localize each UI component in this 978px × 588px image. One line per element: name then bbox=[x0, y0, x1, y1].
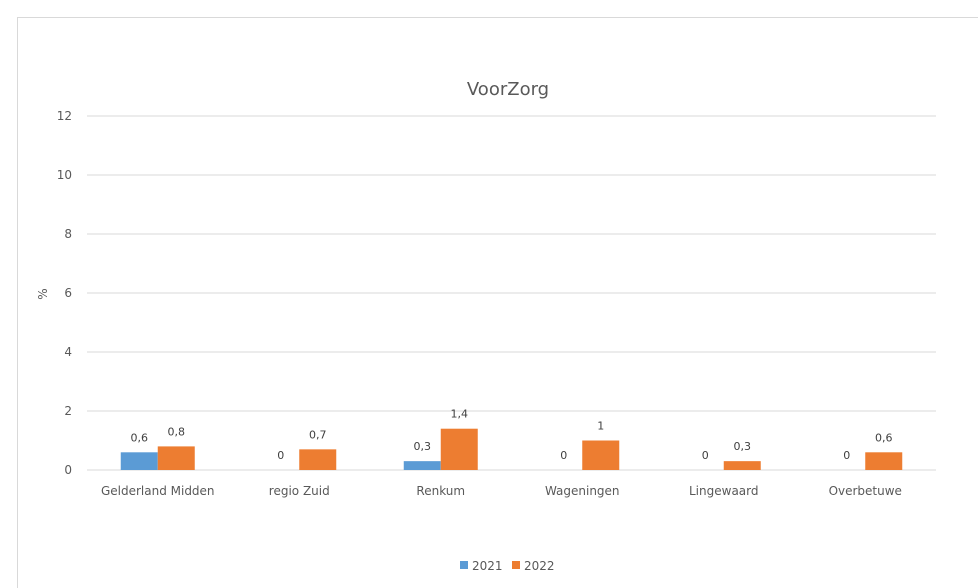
x-category-label: Gelderland Midden bbox=[101, 484, 215, 498]
data-label: 0,6 bbox=[875, 431, 893, 444]
x-category-label: Wageningen bbox=[545, 484, 620, 498]
y-axis-ticks: 0 2 4 6 8 10 12 bbox=[57, 109, 72, 477]
data-label: 1,4 bbox=[451, 408, 469, 421]
data-label: 0,6 bbox=[131, 431, 149, 444]
bar-2022 bbox=[723, 461, 761, 470]
legend-swatch bbox=[512, 561, 520, 569]
data-label: 0,7 bbox=[309, 428, 327, 441]
data-label: 0 bbox=[560, 449, 567, 462]
data-label: 0 bbox=[277, 449, 284, 462]
legend: 2021 2022 bbox=[460, 559, 555, 573]
data-label: 0,3 bbox=[734, 440, 752, 453]
data-label: 0 bbox=[702, 449, 709, 462]
data-labels: 0,6 0,8 0 0,7 0,3 1,4 0 1 0 0,3 0 0,6 bbox=[131, 408, 893, 462]
bar-2022 bbox=[157, 446, 195, 470]
y-tick-label: 4 bbox=[64, 345, 72, 359]
data-label: 0 bbox=[843, 449, 850, 462]
x-category-label: Lingewaard bbox=[689, 484, 759, 498]
data-label: 1 bbox=[597, 420, 604, 433]
legend-label: 2022 bbox=[524, 559, 555, 573]
bar-2021 bbox=[120, 452, 158, 470]
y-tick-label: 6 bbox=[64, 286, 72, 300]
x-category-label: regio Zuid bbox=[269, 484, 330, 498]
x-category-label: Overbetuwe bbox=[829, 484, 902, 498]
y-tick-label: 10 bbox=[57, 168, 72, 182]
data-label: 0,8 bbox=[168, 425, 186, 438]
y-tick-label: 8 bbox=[64, 227, 72, 241]
bars bbox=[120, 428, 903, 470]
bar-2022 bbox=[440, 428, 478, 470]
x-category-label: Renkum bbox=[416, 484, 465, 498]
gridlines bbox=[87, 115, 936, 471]
y-tick-label: 12 bbox=[57, 109, 72, 123]
bar-2021 bbox=[403, 461, 441, 470]
x-axis-categories: Gelderland Midden regio Zuid Renkum Wagenin… bbox=[101, 484, 902, 498]
bar-2022 bbox=[299, 449, 337, 470]
legend-label: 2021 bbox=[472, 559, 503, 573]
bar-2022 bbox=[582, 440, 620, 470]
chart-title: VoorZorg bbox=[467, 79, 549, 100]
y-axis-label: % bbox=[36, 288, 50, 299]
legend-swatch bbox=[460, 561, 468, 569]
y-tick-label: 0 bbox=[64, 463, 72, 477]
y-tick-label: 2 bbox=[64, 404, 72, 418]
chart-area bbox=[17, 17, 978, 588]
data-label: 0,3 bbox=[414, 440, 432, 453]
bar-2022 bbox=[865, 452, 903, 470]
